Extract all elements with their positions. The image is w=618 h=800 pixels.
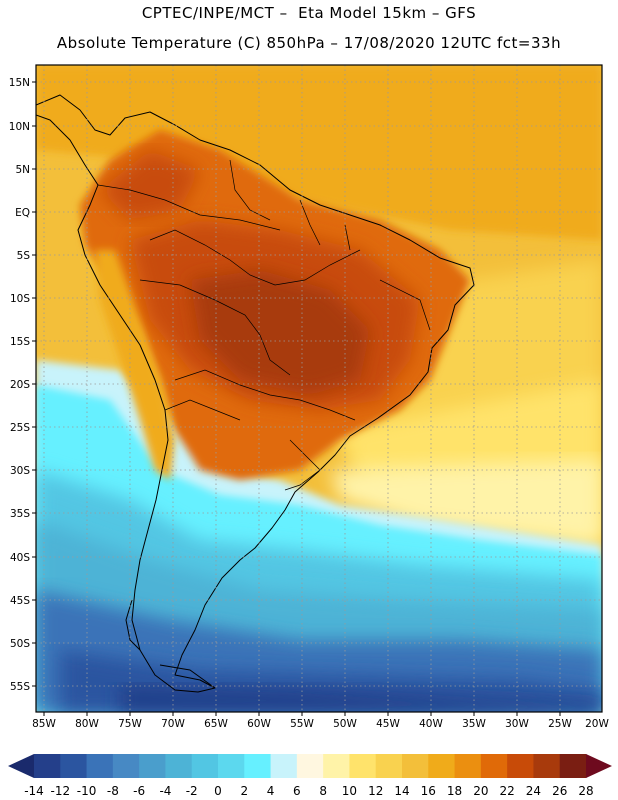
colorbar-label: -2 bbox=[186, 784, 198, 798]
lon-label: 40W bbox=[419, 718, 443, 730]
colorbar-cell bbox=[349, 754, 377, 778]
colorbar-label: 22 bbox=[499, 784, 514, 798]
colorbar-cell bbox=[86, 754, 114, 778]
lat-label: 45S bbox=[10, 595, 30, 607]
colorbar-cells bbox=[34, 754, 587, 778]
colorbar-cell bbox=[218, 754, 245, 778]
lon-label: 45W bbox=[376, 718, 400, 730]
colorbar-cell bbox=[191, 754, 219, 778]
colorbar-cell bbox=[402, 754, 429, 778]
country-borders bbox=[97, 159, 431, 491]
colorbar-cell bbox=[34, 754, 61, 778]
colorbar-label: 12 bbox=[368, 784, 383, 798]
lat-label: 35S bbox=[10, 508, 30, 520]
temperature-field bbox=[36, 65, 602, 712]
chart-title: CPTEC/INPE/MCT – Eta Model 15km – GFS bbox=[141, 4, 477, 22]
colorbar-label: 16 bbox=[421, 784, 436, 798]
colorbar-cell bbox=[112, 754, 140, 778]
colorbar-cell bbox=[270, 754, 298, 778]
colorbar-label: -10 bbox=[77, 784, 97, 798]
lon-label: 55W bbox=[290, 718, 314, 730]
lat-label: 5N bbox=[15, 164, 30, 176]
lon-label: 60W bbox=[247, 718, 271, 730]
colorbar-cell bbox=[375, 754, 403, 778]
lat-label: 50S bbox=[10, 638, 30, 650]
colorbar-label: 2 bbox=[240, 784, 248, 798]
lat-label: 10S bbox=[10, 293, 30, 305]
colorbar-cell bbox=[165, 754, 193, 778]
colorbar-labels: -14 -12 -10 -8 -6 -4 -2 0 2 4 6 8 10 12 14 16 18 20 22 24 26… bbox=[24, 784, 593, 798]
colorbar-cell bbox=[559, 754, 587, 778]
colorbar-label: 0 bbox=[214, 784, 222, 798]
lat-label: 25S bbox=[10, 422, 30, 434]
colorbar-label: -14 bbox=[24, 784, 44, 798]
lat-label: 40S bbox=[10, 552, 30, 564]
chart-subtitle: Absolute Temperature (C) 850hPa – 17/08/… bbox=[56, 34, 562, 52]
lat-label: 30S bbox=[10, 465, 30, 477]
colorbar-label: -8 bbox=[107, 784, 119, 798]
colorbar-label: 20 bbox=[473, 784, 488, 798]
colorbar-cell bbox=[244, 754, 272, 778]
colorbar-label: 6 bbox=[293, 784, 301, 798]
colorbar-label: 28 bbox=[578, 784, 593, 798]
colorbar-low-arrow bbox=[8, 754, 34, 778]
lat-label: 55S bbox=[10, 681, 30, 693]
lat-label: 15S bbox=[10, 336, 30, 348]
lon-label: 75W bbox=[118, 718, 142, 730]
colorbar-label: 26 bbox=[552, 784, 567, 798]
lon-label: 85W bbox=[32, 718, 56, 730]
axis-ticks bbox=[32, 81, 561, 716]
lon-label: 30W bbox=[505, 718, 529, 730]
colorbar-label: -12 bbox=[50, 784, 70, 798]
lat-label: 5S bbox=[17, 250, 31, 262]
colorbar-label: 10 bbox=[342, 784, 357, 798]
lon-label: 35W bbox=[462, 718, 486, 730]
lat-label: 15N bbox=[9, 77, 30, 89]
colorbar-cell bbox=[507, 754, 534, 778]
latitude-labels: 15N 10N 5N EQ 5S 10S 15S 20S 25S 30S 35S… bbox=[9, 77, 31, 693]
colorbar-cell bbox=[533, 754, 561, 778]
lon-label: 70W bbox=[161, 718, 185, 730]
colorbar-cell bbox=[428, 754, 456, 778]
colorbar-label: 4 bbox=[267, 784, 275, 798]
colorbar-label: -4 bbox=[159, 784, 171, 798]
colorbar: -14 -12 -10 -8 -6 -4 -2 0 2 4 6 8 10 12 14 16 18 20 22 24 26… bbox=[8, 754, 612, 798]
lat-label: 20S bbox=[10, 379, 30, 391]
colorbar-cell bbox=[323, 754, 350, 778]
colorbar-label: 8 bbox=[319, 784, 327, 798]
colorbar-high-arrow bbox=[586, 754, 612, 778]
lon-label: 50W bbox=[333, 718, 357, 730]
colorbar-label: 18 bbox=[447, 784, 462, 798]
colorbar-label: 14 bbox=[394, 784, 409, 798]
coastlines bbox=[36, 94, 475, 693]
lon-label: 80W bbox=[75, 718, 99, 730]
colorbar-label: -6 bbox=[133, 784, 145, 798]
colorbar-cell bbox=[454, 754, 482, 778]
lat-label: EQ bbox=[15, 207, 30, 219]
colorbar-cell bbox=[480, 754, 508, 778]
lon-label: 65W bbox=[204, 718, 228, 730]
colorbar-cell bbox=[296, 754, 324, 778]
colorbar-label: 24 bbox=[526, 784, 541, 798]
colorbar-cell bbox=[60, 754, 88, 778]
colorbar-cell bbox=[139, 754, 166, 778]
map-frame bbox=[35, 64, 603, 713]
lon-label: 25W bbox=[548, 718, 572, 730]
lon-label: 20W bbox=[585, 718, 609, 730]
longitude-labels: 85W 80W 75W 70W 65W 60W 55W 50W 45W 40W … bbox=[32, 718, 609, 730]
lat-label: 10N bbox=[9, 121, 30, 133]
